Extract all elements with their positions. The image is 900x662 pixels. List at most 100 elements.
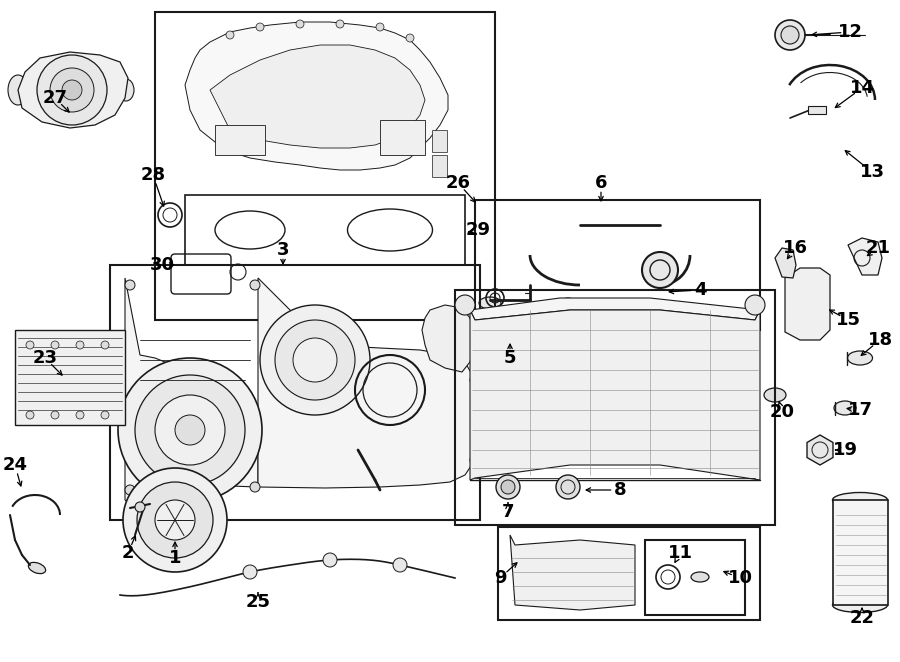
Ellipse shape xyxy=(118,79,134,101)
Text: 15: 15 xyxy=(835,311,860,329)
Bar xyxy=(380,120,425,155)
Polygon shape xyxy=(422,305,475,372)
Text: 20: 20 xyxy=(770,403,795,421)
Ellipse shape xyxy=(834,401,856,415)
Circle shape xyxy=(76,341,84,349)
Polygon shape xyxy=(210,45,425,148)
Ellipse shape xyxy=(479,297,501,309)
Bar xyxy=(833,500,888,605)
Ellipse shape xyxy=(832,493,887,508)
Circle shape xyxy=(50,68,94,112)
Polygon shape xyxy=(848,238,882,275)
Circle shape xyxy=(501,480,515,494)
Circle shape xyxy=(275,320,355,400)
Ellipse shape xyxy=(115,350,135,380)
Text: 12: 12 xyxy=(838,23,862,41)
Circle shape xyxy=(62,80,82,100)
Ellipse shape xyxy=(848,351,872,365)
Circle shape xyxy=(155,395,225,465)
Circle shape xyxy=(393,558,407,572)
Ellipse shape xyxy=(691,572,709,582)
Bar xyxy=(155,12,495,320)
Circle shape xyxy=(101,341,109,349)
Polygon shape xyxy=(18,52,128,128)
Text: 3: 3 xyxy=(277,241,289,259)
Text: 30: 30 xyxy=(149,256,175,274)
Ellipse shape xyxy=(29,563,46,573)
Circle shape xyxy=(26,411,34,419)
Text: 8: 8 xyxy=(614,481,626,499)
Bar xyxy=(432,155,447,177)
Text: 21: 21 xyxy=(866,239,890,257)
Polygon shape xyxy=(125,278,258,510)
Text: 28: 28 xyxy=(140,166,166,184)
Circle shape xyxy=(125,485,135,495)
Circle shape xyxy=(781,26,799,44)
Circle shape xyxy=(556,475,580,499)
Text: 6: 6 xyxy=(595,174,608,192)
Bar xyxy=(645,540,745,615)
Polygon shape xyxy=(510,535,635,610)
Polygon shape xyxy=(470,310,760,480)
Circle shape xyxy=(26,341,34,349)
Circle shape xyxy=(101,411,109,419)
Circle shape xyxy=(37,55,107,125)
Ellipse shape xyxy=(559,298,577,308)
Text: 13: 13 xyxy=(860,163,885,181)
Circle shape xyxy=(775,20,805,50)
Text: 11: 11 xyxy=(668,544,692,562)
Bar xyxy=(15,330,125,425)
Circle shape xyxy=(256,23,264,31)
Polygon shape xyxy=(258,278,475,488)
Bar xyxy=(110,265,480,520)
Ellipse shape xyxy=(764,388,786,402)
Text: 18: 18 xyxy=(868,331,893,349)
Circle shape xyxy=(496,475,520,499)
Text: 4: 4 xyxy=(694,281,706,299)
Circle shape xyxy=(250,482,260,492)
Polygon shape xyxy=(470,298,760,320)
Text: 25: 25 xyxy=(246,593,271,611)
Text: 24: 24 xyxy=(3,456,28,474)
Polygon shape xyxy=(775,248,796,278)
Circle shape xyxy=(137,482,213,558)
Circle shape xyxy=(323,553,337,567)
Circle shape xyxy=(745,295,765,315)
Circle shape xyxy=(250,280,260,290)
Bar xyxy=(432,130,447,152)
Ellipse shape xyxy=(356,436,374,450)
Bar xyxy=(185,195,465,265)
Polygon shape xyxy=(185,22,448,170)
Circle shape xyxy=(51,341,59,349)
Text: 2: 2 xyxy=(122,544,134,562)
Circle shape xyxy=(406,34,414,42)
Bar xyxy=(215,125,265,155)
Text: 5: 5 xyxy=(504,349,517,367)
Circle shape xyxy=(135,502,145,512)
Circle shape xyxy=(243,565,257,579)
Text: 10: 10 xyxy=(727,569,752,587)
Text: 29: 29 xyxy=(465,221,491,239)
Text: 26: 26 xyxy=(446,174,471,192)
Circle shape xyxy=(376,23,384,31)
Text: 16: 16 xyxy=(782,239,807,257)
Bar xyxy=(498,527,760,620)
Circle shape xyxy=(455,295,475,315)
Text: 19: 19 xyxy=(832,441,858,459)
Circle shape xyxy=(470,375,480,385)
Circle shape xyxy=(470,455,480,465)
Text: 9: 9 xyxy=(494,569,507,587)
Text: 1: 1 xyxy=(169,549,181,567)
Circle shape xyxy=(118,358,262,502)
Bar xyxy=(808,106,826,114)
Circle shape xyxy=(76,411,84,419)
Text: 27: 27 xyxy=(42,89,68,107)
Circle shape xyxy=(51,411,59,419)
Circle shape xyxy=(175,415,205,445)
Circle shape xyxy=(293,338,337,382)
Circle shape xyxy=(125,280,135,290)
Bar xyxy=(475,200,760,330)
Ellipse shape xyxy=(832,598,887,612)
Bar xyxy=(455,290,775,525)
Text: 23: 23 xyxy=(32,349,58,367)
